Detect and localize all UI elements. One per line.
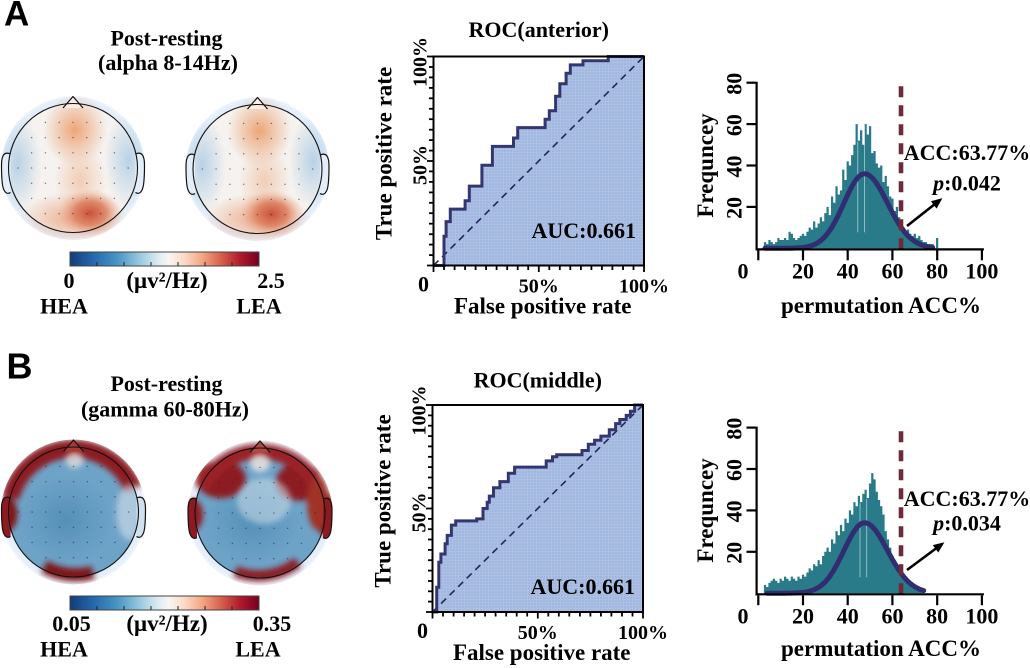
svg-text:(gamma 60-80Hz): (gamma 60-80Hz) xyxy=(81,397,249,422)
svg-text:50%: 50% xyxy=(410,145,432,185)
svg-text:True positive rate: True positive rate xyxy=(371,414,396,587)
svg-text:100%: 100% xyxy=(618,622,668,644)
svg-text:(μv²/Hz): (μv²/Hz) xyxy=(126,268,207,293)
svg-text:0: 0 xyxy=(417,618,428,643)
svg-text:ACC:63.77%: ACC:63.77% xyxy=(904,140,1030,165)
svg-text:20: 20 xyxy=(722,542,747,564)
svg-text:40: 40 xyxy=(837,259,859,284)
svg-text:20: 20 xyxy=(792,604,814,629)
svg-text:Frequncey: Frequncey xyxy=(693,113,718,218)
svg-text:ACC:63.77%: ACC:63.77% xyxy=(904,486,1030,511)
svg-text:AUC:0.661: AUC:0.661 xyxy=(532,218,637,243)
svg-text:20: 20 xyxy=(722,197,747,219)
svg-text:40: 40 xyxy=(837,604,859,629)
svg-text:p:0.042: p:0.042 xyxy=(931,171,1001,196)
svg-text:LEA: LEA xyxy=(235,637,280,662)
svg-text:2.5: 2.5 xyxy=(257,268,285,293)
svg-text:0: 0 xyxy=(738,259,749,284)
svg-text:permutation ACC%: permutation ACC% xyxy=(781,636,981,661)
svg-text:80: 80 xyxy=(926,259,948,284)
svg-text:80: 80 xyxy=(722,418,747,440)
svg-text:50%: 50% xyxy=(519,276,559,298)
svg-text:False positive rate: False positive rate xyxy=(453,640,631,665)
svg-text:AUC:0.661: AUC:0.661 xyxy=(531,574,636,599)
svg-text:60: 60 xyxy=(881,604,903,629)
svg-text:0: 0 xyxy=(418,272,429,297)
svg-text:100%: 100% xyxy=(409,386,431,436)
svg-text:permutation ACC%: permutation ACC% xyxy=(781,293,981,318)
svg-text:0: 0 xyxy=(738,604,749,629)
svg-text:100: 100 xyxy=(965,604,998,629)
svg-text:50%: 50% xyxy=(518,622,558,644)
svg-text:ROC(middle): ROC(middle) xyxy=(474,368,602,393)
svg-text:60: 60 xyxy=(722,459,747,481)
svg-text:60: 60 xyxy=(881,259,903,284)
svg-text:HEA: HEA xyxy=(40,294,88,319)
svg-text:20: 20 xyxy=(792,259,814,284)
svg-text:(μv²/Hz): (μv²/Hz) xyxy=(126,611,207,636)
svg-text:0: 0 xyxy=(64,268,75,293)
svg-text:ROC(anterior): ROC(anterior) xyxy=(468,17,609,42)
svg-text:50%: 50% xyxy=(409,493,431,533)
svg-text:100%: 100% xyxy=(410,37,432,87)
svg-text:80: 80 xyxy=(926,604,948,629)
svg-text:0.35: 0.35 xyxy=(253,611,292,636)
svg-text:80: 80 xyxy=(722,73,747,95)
svg-text:100: 100 xyxy=(965,259,998,284)
svg-text:Post-resting: Post-resting xyxy=(110,371,222,396)
svg-text:0.05: 0.05 xyxy=(52,611,91,636)
svg-text:Post-resting: Post-resting xyxy=(110,26,222,51)
svg-text:B: B xyxy=(7,346,33,387)
svg-text:A: A xyxy=(4,0,29,34)
svg-text:40: 40 xyxy=(722,156,747,178)
svg-text:False positive rate: False positive rate xyxy=(454,294,632,319)
svg-text:40: 40 xyxy=(722,500,747,522)
svg-text:(alpha 8-14Hz): (alpha 8-14Hz) xyxy=(98,50,238,75)
svg-text:Frequncey: Frequncey xyxy=(693,458,718,563)
svg-text:p:0.034: p:0.034 xyxy=(931,511,1001,536)
svg-text:HEA: HEA xyxy=(40,637,88,662)
svg-text:LEA: LEA xyxy=(236,294,281,319)
svg-text:True positive rate: True positive rate xyxy=(372,67,397,240)
svg-text:100%: 100% xyxy=(619,276,669,298)
svg-text:60: 60 xyxy=(722,114,747,136)
